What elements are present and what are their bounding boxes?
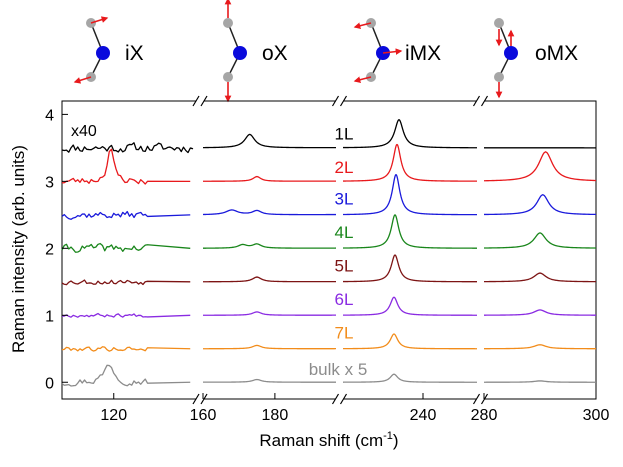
x-tick-label: 160 [190, 407, 217, 424]
displacement-arrow [73, 76, 92, 84]
series-label: 3L [335, 189, 354, 208]
mode-icon-iX: iX [73, 16, 144, 84]
spectrum-line-1L [61, 119, 596, 154]
axis-break-gap [476, 99, 485, 103]
axis-break-gap [476, 397, 485, 401]
displacement-arrow [90, 16, 109, 24]
spectrum-line-6L [62, 296, 597, 318]
y-tick-label: 0 [45, 375, 54, 392]
mode-label: iMX [405, 42, 441, 65]
axis-break-mark [192, 393, 200, 405]
x-axis-label-sup: -1 [383, 430, 393, 442]
series-labels: 1L 2L 3L 4L 5L 6L 7L bulk x 5 [309, 124, 368, 379]
mode-label: oX [262, 42, 288, 65]
y-axis-ticks: 0 1 2 3 4 [45, 107, 68, 392]
series-label: 1L [335, 124, 354, 143]
mode-label: oMX [535, 42, 578, 65]
series-label: 4L [335, 223, 354, 242]
series-label: 7L [335, 323, 354, 342]
x-tick-label: 300 [583, 407, 610, 424]
x-axis-label: Raman shift (cm-1) [259, 430, 398, 450]
axis-break-gap [335, 99, 344, 103]
spectrum-line-2L [61, 143, 597, 185]
vibration-mode-icons: iX oX iMX oMX [73, 0, 578, 103]
mode-icon-oX: oX [223, 0, 288, 103]
y-tick-label: 4 [45, 107, 54, 124]
atom-gray [494, 18, 504, 28]
x-tick-label: 120 [100, 407, 127, 424]
x-axis-label-close: ) [393, 431, 399, 450]
spectrum-line-4L [61, 214, 597, 253]
axis-break-mark [339, 393, 348, 405]
mode-icon-oMX: oMX [494, 18, 578, 99]
axis-break-gap [196, 397, 204, 401]
spectrum-line-5L [61, 254, 597, 286]
atom-blue [233, 46, 247, 60]
atom-gray [494, 72, 504, 82]
axis-break-mark [192, 95, 200, 107]
y-axis-label: Raman intensity (arb. units) [9, 145, 28, 353]
axis-break-mark [480, 95, 489, 107]
axis-break-mark [339, 95, 348, 107]
y-tick-label: 1 [45, 308, 54, 325]
mode-icon-iMX: iMX [353, 18, 441, 83]
displacement-arrow [382, 48, 403, 55]
spectrum-line-7L [61, 333, 596, 352]
displacement-arrow [353, 22, 372, 29]
axis-break-mark [200, 393, 208, 405]
x-tick-label: 180 [262, 407, 289, 424]
atom-blue [504, 46, 518, 60]
atom-gray [223, 18, 233, 28]
scale-note: x40 [71, 123, 97, 140]
y-tick-label: 3 [45, 174, 54, 191]
axis-break-gap [335, 397, 344, 401]
series-label: 5L [335, 256, 354, 275]
atom-blue [96, 46, 110, 60]
axis-break-gap [196, 99, 204, 103]
spectra-lines [61, 119, 597, 387]
axis-break-mark [331, 393, 340, 405]
x-tick-label: 240 [410, 407, 437, 424]
spectrum-line-bulk-x-5 [61, 364, 596, 387]
axis-break-mark [331, 95, 340, 107]
series-label: 2L [335, 158, 354, 177]
axis-break-mark [200, 95, 208, 107]
axis-break-mark [472, 95, 481, 107]
x-axis-label-main: Raman shift (cm [259, 431, 383, 450]
y-tick-label: 2 [45, 241, 54, 258]
x-axis-ticks: 120 160 180 240 280 300 [100, 393, 609, 424]
axis-breaks [192, 95, 489, 405]
axis-break-mark [472, 393, 481, 405]
spectrum-line-3L [61, 174, 597, 220]
mode-label: iX [125, 42, 144, 65]
plot-frame [61, 100, 597, 400]
series-label: bulk x 5 [309, 360, 368, 379]
x-tick-label: 280 [471, 407, 498, 424]
atom-gray [223, 72, 233, 82]
series-label: 6L [335, 290, 354, 309]
displacement-arrow [353, 76, 372, 83]
